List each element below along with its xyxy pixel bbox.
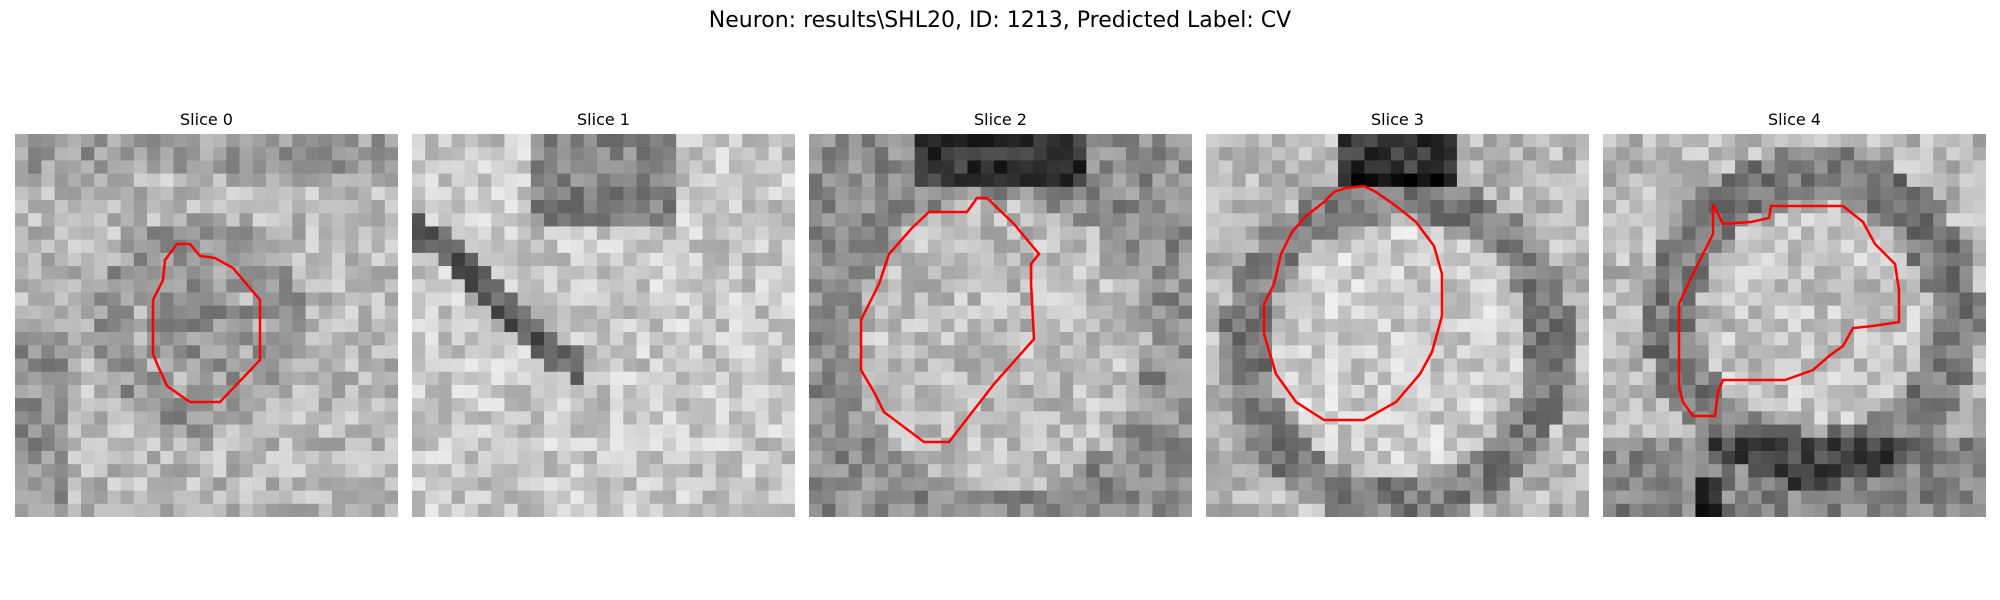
slice-panel-3: Slice 3: [1206, 110, 1589, 518]
slice-image-3: [1206, 134, 1589, 517]
slice-image-1: [412, 134, 795, 517]
slice-panel-1: Slice 1: [412, 110, 795, 518]
grayscale-image-0: [15, 134, 398, 517]
grayscale-image-3: [1206, 134, 1589, 517]
grayscale-image-1: [412, 134, 795, 517]
grayscale-image-4: [1603, 134, 1986, 517]
slice-title-0: Slice 0: [180, 110, 233, 129]
slice-panel-2: Slice 2: [809, 110, 1192, 518]
slice-image-0: [15, 134, 398, 517]
slice-title-3: Slice 3: [1371, 110, 1424, 129]
slice-panel-4: Slice 4: [1603, 110, 1986, 518]
slice-title-4: Slice 4: [1768, 110, 1821, 129]
slice-title-2: Slice 2: [974, 110, 1027, 129]
slice-image-2: [809, 134, 1192, 517]
roi-contour-2: [859, 196, 1041, 444]
roi-contour-4: [1677, 203, 1901, 418]
roi-contour-3: [1262, 184, 1444, 422]
slice-panel-0: Slice 0: [15, 110, 398, 518]
grayscale-image-2: [809, 134, 1192, 517]
slice-image-4: [1603, 134, 1986, 517]
figure-title: Neuron: results\SHL20, ID: 1213, Predict…: [708, 8, 1292, 33]
slice-title-1: Slice 1: [577, 110, 630, 129]
roi-contour-0: [151, 242, 262, 404]
